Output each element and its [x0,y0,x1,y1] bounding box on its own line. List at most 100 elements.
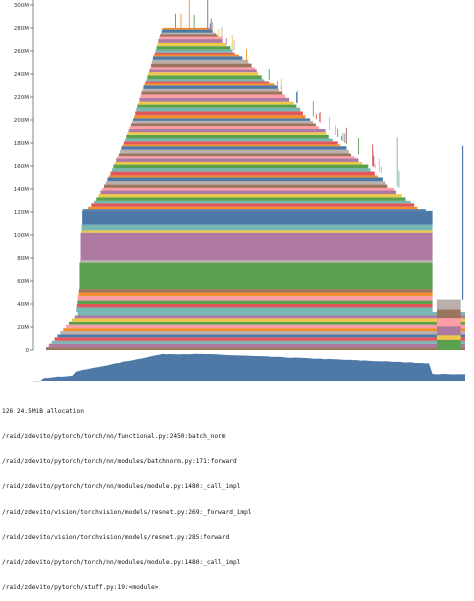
base-allocation-band[interactable] [54,337,465,341]
transient-allocation-band[interactable] [123,141,338,145]
transient-allocation-band[interactable] [96,197,406,201]
temporary-allocation-spike[interactable] [268,68,270,81]
persistent-allocation-band[interactable] [79,260,433,263]
temporary-allocation-spike[interactable] [209,23,211,32]
transient-allocation-band[interactable] [127,132,327,135]
temporary-allocation-spike[interactable] [398,171,400,188]
temporary-allocation-spike[interactable] [315,113,317,120]
transient-allocation-band[interactable] [108,175,378,178]
base-allocation-band[interactable] [60,331,466,335]
post-step-allocation-band[interactable] [436,309,461,319]
transient-allocation-band[interactable] [154,52,235,55]
persistent-allocation-band[interactable] [82,210,433,225]
persistent-allocation-band[interactable] [80,232,433,261]
transient-allocation-band[interactable] [100,190,397,195]
temporary-allocation-spike[interactable] [296,92,297,103]
base-allocation-band[interactable] [74,315,465,319]
temporary-allocation-spike[interactable] [193,14,195,28]
transient-allocation-band[interactable] [104,184,388,188]
persistent-allocation-band[interactable] [79,262,433,290]
temporary-allocation-spike[interactable] [175,13,176,28]
temporary-allocation-spike[interactable] [319,112,321,123]
temporary-allocation-spike[interactable] [280,78,282,91]
transient-allocation-band[interactable] [88,206,418,210]
base-allocation-band[interactable] [48,343,466,348]
transient-allocation-band[interactable] [114,161,363,165]
persistent-allocation-band[interactable] [77,300,433,304]
transient-allocation-band[interactable] [122,144,341,147]
final-allocation-spike[interactable] [461,145,464,300]
temporary-allocation-spike[interactable] [334,125,336,136]
transient-allocation-band[interactable] [162,27,210,30]
transient-allocation-band[interactable] [93,200,411,204]
temporary-allocation-spike[interactable] [374,164,376,169]
transient-allocation-band[interactable] [140,94,286,98]
post-step-allocation-band[interactable] [436,318,461,327]
transient-allocation-band[interactable] [121,146,347,150]
overview-strip[interactable] [33,353,465,382]
transient-allocation-band[interactable] [152,56,243,60]
base-allocation-band[interactable] [57,334,465,338]
transient-allocation-band[interactable] [143,85,278,89]
temporary-allocation-spike[interactable] [277,81,279,88]
transient-allocation-band[interactable] [147,75,262,80]
persistent-allocation-band[interactable] [76,304,433,308]
transient-allocation-band[interactable] [156,46,231,50]
base-allocation-band[interactable] [45,347,466,350]
transient-allocation-band[interactable] [120,149,349,154]
transient-allocation-band[interactable] [160,32,217,35]
transient-allocation-band[interactable] [128,129,326,133]
transient-allocation-band[interactable] [138,101,294,105]
transient-allocation-band[interactable] [134,115,306,119]
temporary-allocation-spike[interactable] [207,0,209,30]
transient-allocation-band[interactable] [135,111,303,116]
post-step-allocation-band[interactable] [436,299,461,310]
temporary-allocation-spike[interactable] [225,37,227,45]
base-allocation-band[interactable] [66,324,466,329]
post-step-allocation-band[interactable] [436,335,461,340]
transient-allocation-band[interactable] [116,158,359,162]
temporary-allocation-spike[interactable] [296,90,298,104]
transient-allocation-band[interactable] [98,194,402,198]
transient-allocation-band[interactable] [130,123,316,127]
transient-allocation-band[interactable] [145,81,270,84]
post-step-allocation-band[interactable] [436,339,461,350]
temporary-allocation-spike[interactable] [373,155,375,167]
base-allocation-band[interactable] [51,340,465,344]
transient-allocation-band[interactable] [91,203,415,207]
persistent-allocation-band[interactable] [76,307,433,313]
temporary-allocation-spike[interactable] [378,158,380,172]
transient-allocation-band[interactable] [125,138,333,142]
temporary-allocation-spike[interactable] [212,21,214,34]
memory-timeline-chart[interactable]: 0 20M 40M 60M 80M 100M 120M 140M 160M 180M 200M 220… [0,0,474,390]
temporary-allocation-spike[interactable] [344,133,346,143]
transient-allocation-band[interactable] [139,97,290,102]
temporary-allocation-spike[interactable] [218,29,220,39]
temporary-allocation-spike[interactable] [210,18,212,32]
temporary-allocation-spike[interactable] [345,127,347,145]
transient-allocation-band[interactable] [102,187,395,191]
temporary-allocation-spike[interactable] [312,101,314,117]
transient-allocation-band[interactable] [110,171,375,176]
overview-memory-area[interactable] [33,353,465,382]
persistent-allocation-band[interactable] [81,230,433,233]
transient-allocation-band[interactable] [117,156,355,159]
transient-allocation-band[interactable] [158,39,223,43]
transient-allocation-band[interactable] [129,126,319,130]
temporary-allocation-spike[interactable] [221,27,223,41]
temporary-allocation-spike[interactable] [337,128,339,137]
temporary-allocation-spike[interactable] [342,132,344,142]
transient-allocation-band[interactable] [146,79,265,82]
transient-allocation-band[interactable] [105,181,386,185]
transient-allocation-band[interactable] [126,134,329,139]
persistent-allocation-band[interactable] [77,295,433,301]
persistent-allocation-band[interactable] [81,224,433,231]
transient-allocation-band[interactable] [113,164,369,169]
transient-allocation-band[interactable] [149,69,257,73]
transient-allocation-band[interactable] [107,177,383,182]
temporary-allocation-spike[interactable] [188,0,190,28]
base-allocation-band[interactable] [77,312,465,316]
transient-allocation-band[interactable] [159,36,223,40]
temporary-allocation-spike[interactable] [341,136,342,141]
persistent-allocation-band[interactable] [78,289,433,293]
